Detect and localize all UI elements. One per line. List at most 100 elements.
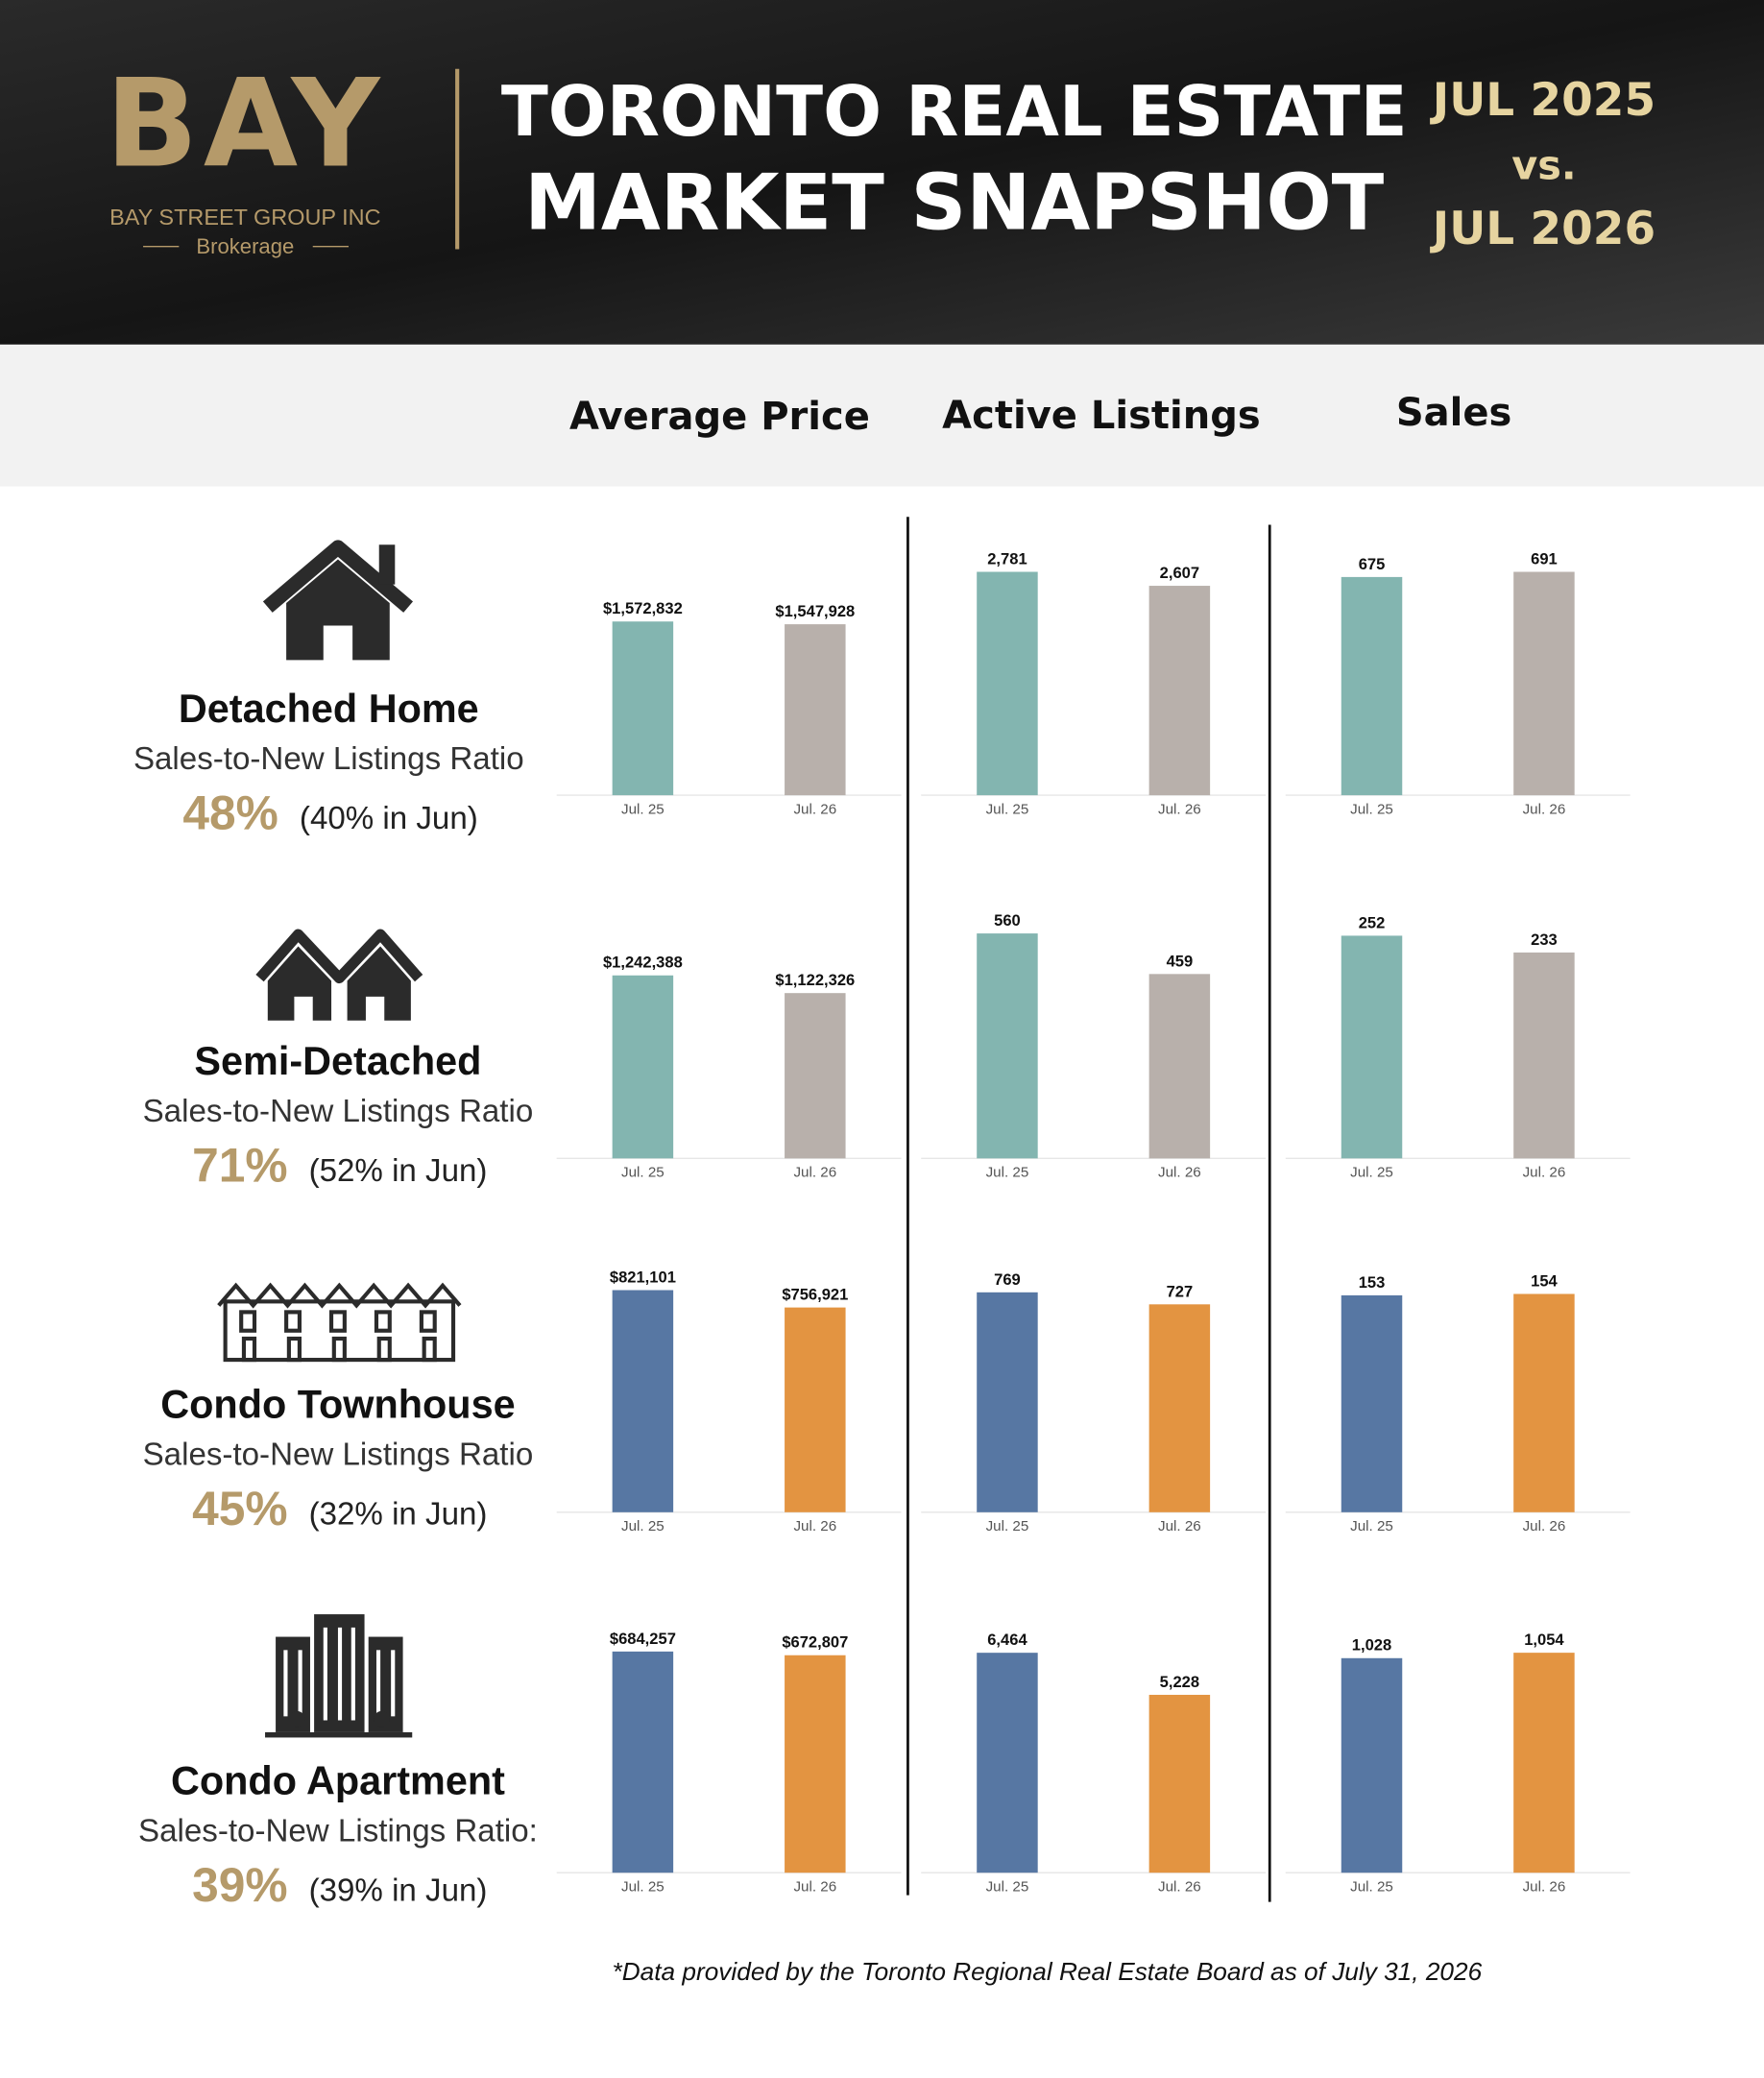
bar xyxy=(785,1307,846,1512)
x-tick-label: Jul. 26 xyxy=(793,1164,836,1180)
bar xyxy=(1341,1657,1403,1873)
bar xyxy=(1513,1653,1575,1873)
x-tick-label: Jul. 25 xyxy=(621,1878,665,1895)
value-label: $1,122,326 xyxy=(775,971,855,989)
value-label: 153 xyxy=(1359,1273,1386,1292)
bar xyxy=(1148,1304,1211,1512)
bar xyxy=(612,975,674,1159)
townhouse-icon xyxy=(217,1282,462,1363)
bar xyxy=(612,1290,674,1512)
bar xyxy=(1513,1293,1575,1512)
value-label: $756,921 xyxy=(782,1286,848,1304)
bar xyxy=(1148,586,1211,796)
date: JUL 2025 xyxy=(1430,74,1655,127)
value-label: $672,807 xyxy=(782,1633,848,1652)
semi-detached-icon xyxy=(255,929,423,1021)
x-tick-label: Jul. 25 xyxy=(621,801,665,817)
bar xyxy=(977,933,1038,1159)
x-tick-label: Jul. 26 xyxy=(1158,1518,1201,1534)
bar xyxy=(977,1653,1038,1873)
value-label: 691 xyxy=(1531,549,1558,568)
value-label: 727 xyxy=(1167,1282,1194,1300)
value-label: 1,054 xyxy=(1524,1631,1564,1649)
ratio-value: 71% xyxy=(192,1138,287,1192)
bar xyxy=(785,993,846,1159)
x-tick-label: Jul. 25 xyxy=(621,1164,665,1180)
x-tick-label: Jul. 26 xyxy=(793,1878,836,1895)
property-type: Condo Apartment xyxy=(171,1759,505,1803)
x-tick-label: Jul. 25 xyxy=(986,801,1029,817)
logo: BAY xyxy=(106,53,385,195)
property-type: Detached Home xyxy=(179,687,479,731)
x-tick-label: Jul. 26 xyxy=(1523,801,1566,817)
ratio-previous: (39% in Jun) xyxy=(309,1873,488,1909)
column-header: Active Listings xyxy=(942,394,1261,438)
value-label: 560 xyxy=(994,911,1021,930)
ratio-previous: (32% in Jun) xyxy=(309,1497,488,1533)
ratio-previous: (40% in Jun) xyxy=(300,801,478,836)
value-label: $1,242,388 xyxy=(603,954,683,972)
bar xyxy=(1341,576,1403,796)
footnote: *Data provided by the Toronto Regional R… xyxy=(613,1957,1483,1986)
value-label: 769 xyxy=(994,1270,1021,1289)
bar xyxy=(1341,1294,1403,1512)
value-label: 233 xyxy=(1531,930,1558,949)
value-label: 675 xyxy=(1359,555,1386,573)
x-tick-label: Jul. 25 xyxy=(1350,801,1393,817)
x-tick-label: Jul. 26 xyxy=(1523,1878,1566,1895)
title: TORONTO REAL ESTATE xyxy=(501,71,1408,152)
ratio-value: 39% xyxy=(192,1858,287,1912)
property-type: Condo Townhouse xyxy=(160,1383,515,1427)
x-tick-label: Jul. 25 xyxy=(1350,1164,1393,1180)
bar xyxy=(977,1292,1038,1512)
value-label: 252 xyxy=(1359,913,1386,931)
value-label: $821,101 xyxy=(610,1268,676,1286)
x-tick-label: Jul. 25 xyxy=(986,1878,1029,1895)
ratio-label: Sales-to-New Listings Ratio xyxy=(143,1094,534,1129)
brokerage: Brokerage xyxy=(196,234,294,258)
value-label: 1,028 xyxy=(1352,1636,1391,1655)
x-tick-label: Jul. 25 xyxy=(986,1518,1029,1534)
x-tick-label: Jul. 25 xyxy=(986,1164,1029,1180)
ratio-label: Sales-to-New Listings Ratio xyxy=(133,741,524,777)
value-label: $684,257 xyxy=(610,1630,676,1648)
value-label: 2,781 xyxy=(987,549,1027,568)
property-type: Semi-Detached xyxy=(194,1039,481,1083)
bar xyxy=(1148,974,1211,1159)
x-tick-label: Jul. 26 xyxy=(1158,1164,1201,1180)
bar xyxy=(612,1651,674,1873)
bar xyxy=(612,621,674,796)
x-tick-label: Jul. 25 xyxy=(1350,1878,1393,1895)
value-label: $1,572,832 xyxy=(603,599,683,617)
column-header: Sales xyxy=(1396,391,1512,435)
column-header: Average Price xyxy=(569,395,870,439)
column-header-band xyxy=(0,344,1764,487)
house-icon xyxy=(262,540,414,661)
vs: vs. xyxy=(1511,142,1576,188)
x-tick-label: Jul. 26 xyxy=(793,1518,836,1534)
x-tick-label: Jul. 26 xyxy=(793,801,836,817)
x-tick-label: Jul. 25 xyxy=(1350,1518,1393,1534)
value-label: 6,464 xyxy=(987,1631,1027,1649)
date: JUL 2026 xyxy=(1430,203,1655,255)
value-label: 154 xyxy=(1531,1271,1558,1290)
bar xyxy=(785,1655,846,1873)
value-label: $1,547,928 xyxy=(775,602,855,620)
apartment-icon xyxy=(265,1614,413,1738)
value-label: 5,228 xyxy=(1160,1673,1199,1691)
ratio-label: Sales-to-New Listings Ratio: xyxy=(138,1814,538,1849)
bar xyxy=(977,571,1038,796)
x-tick-label: Jul. 26 xyxy=(1523,1164,1566,1180)
title: MARKET SNAPSHOT xyxy=(524,158,1384,248)
ratio-label: Sales-to-New Listings Ratio xyxy=(143,1438,534,1473)
x-tick-label: Jul. 26 xyxy=(1158,801,1201,817)
header-background xyxy=(0,0,1764,345)
value-label: 2,607 xyxy=(1160,564,1199,582)
bar xyxy=(1513,571,1575,796)
bar xyxy=(1513,952,1575,1159)
bar xyxy=(1148,1694,1211,1873)
x-tick-label: Jul. 26 xyxy=(1523,1518,1566,1534)
ratio-previous: (52% in Jun) xyxy=(309,1153,488,1189)
ratio-value: 45% xyxy=(192,1482,287,1535)
